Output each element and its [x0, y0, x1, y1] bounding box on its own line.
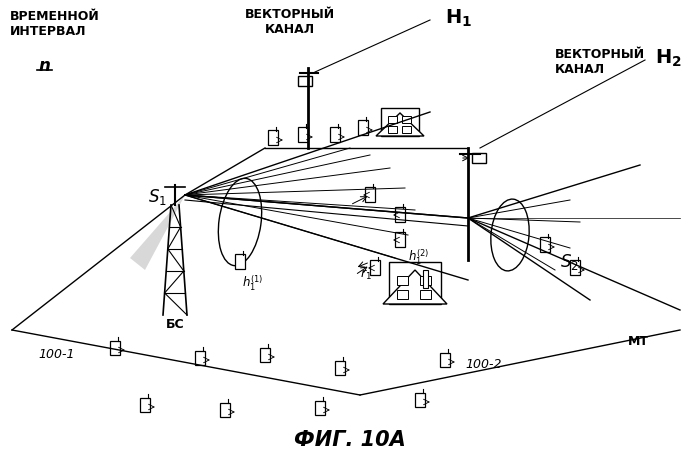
Bar — [423, 270, 428, 288]
Bar — [388, 116, 397, 123]
Text: 100-2: 100-2 — [465, 358, 501, 371]
FancyBboxPatch shape — [260, 348, 270, 362]
FancyBboxPatch shape — [415, 393, 425, 407]
Text: ВЕКТОРНЫЙ
КАНАЛ: ВЕКТОРНЫЙ КАНАЛ — [245, 8, 335, 36]
Text: $h_1^{(2)}$: $h_1^{(2)}$ — [408, 248, 429, 268]
Bar — [397, 290, 408, 299]
FancyBboxPatch shape — [570, 260, 580, 275]
Bar — [472, 153, 486, 163]
FancyBboxPatch shape — [330, 127, 340, 142]
FancyBboxPatch shape — [110, 341, 120, 355]
Text: $h_1^{(1)}$: $h_1^{(1)}$ — [242, 274, 263, 293]
FancyBboxPatch shape — [140, 398, 150, 412]
Polygon shape — [383, 270, 447, 304]
Bar — [397, 276, 408, 285]
Text: $S_1$: $S_1$ — [148, 187, 167, 207]
Bar — [381, 108, 419, 136]
Text: $S_2$: $S_2$ — [560, 252, 579, 272]
Text: ВЕКТОРНЫЙ
КАНАЛ: ВЕКТОРНЫЙ КАНАЛ — [555, 48, 645, 76]
FancyBboxPatch shape — [395, 207, 405, 222]
FancyBboxPatch shape — [370, 260, 380, 275]
Bar — [298, 76, 312, 86]
FancyBboxPatch shape — [335, 361, 345, 375]
FancyBboxPatch shape — [298, 127, 308, 142]
Bar — [402, 126, 411, 133]
FancyBboxPatch shape — [365, 187, 375, 202]
Polygon shape — [376, 113, 424, 136]
Text: ВРЕМЕННОЙ
ИНТЕРВАЛ: ВРЕМЕННОЙ ИНТЕРВАЛ — [10, 10, 99, 38]
Text: ФИГ. 10А: ФИГ. 10А — [294, 430, 406, 450]
FancyBboxPatch shape — [235, 254, 245, 269]
FancyBboxPatch shape — [315, 401, 325, 415]
Bar — [389, 262, 441, 304]
FancyBboxPatch shape — [440, 353, 450, 367]
Bar — [388, 126, 397, 133]
Text: $\mathbf{H_1}$: $\mathbf{H_1}$ — [445, 8, 472, 29]
Bar — [420, 276, 431, 285]
Text: БС: БС — [166, 318, 184, 331]
FancyBboxPatch shape — [195, 351, 205, 365]
Bar — [420, 290, 431, 299]
FancyBboxPatch shape — [268, 130, 278, 145]
Text: $\mathbf{H_2}$: $\mathbf{H_2}$ — [655, 48, 682, 69]
Text: МТ: МТ — [628, 335, 649, 348]
Text: $r_1$: $r_1$ — [360, 268, 372, 282]
Text: 100-1: 100-1 — [38, 348, 74, 361]
Bar — [402, 116, 411, 123]
FancyBboxPatch shape — [540, 237, 550, 252]
Text: n: n — [38, 57, 50, 75]
FancyBboxPatch shape — [220, 403, 230, 417]
Polygon shape — [130, 195, 185, 270]
FancyBboxPatch shape — [395, 232, 405, 247]
FancyBboxPatch shape — [358, 120, 368, 135]
